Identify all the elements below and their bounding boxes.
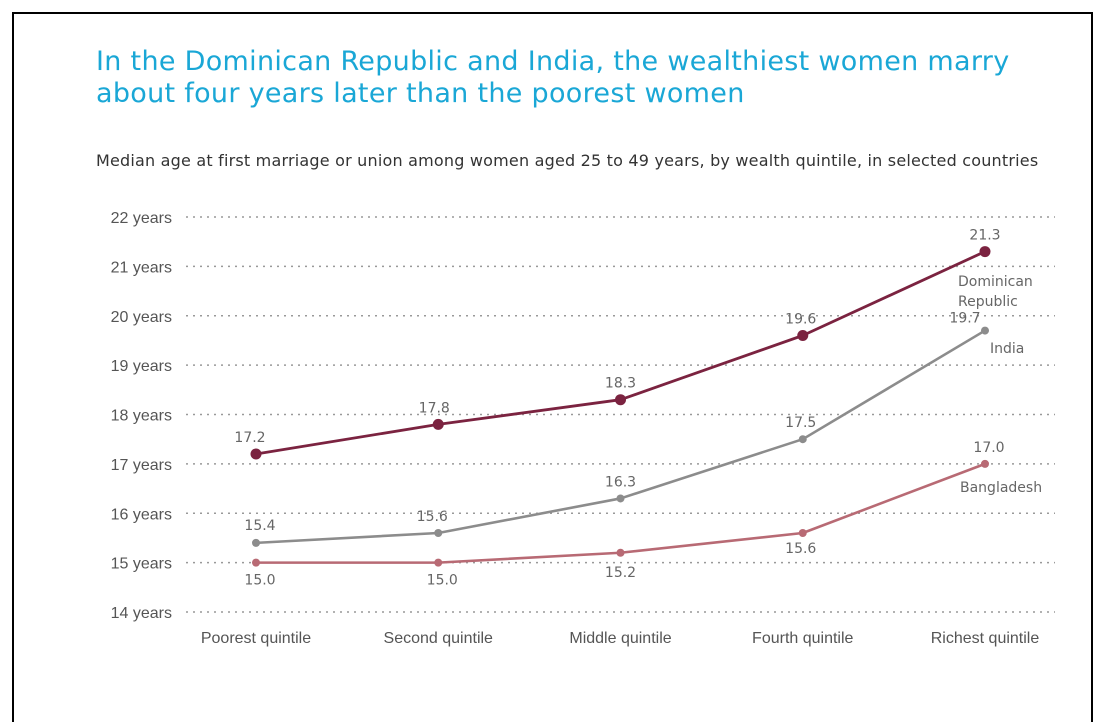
gridlines [186, 216, 1055, 613]
series-label: Dominican [958, 274, 1033, 290]
data-point [250, 448, 262, 460]
series-line [255, 250, 986, 456]
series-label: Republic [958, 294, 1018, 310]
series-label: India [990, 341, 1024, 357]
y-tick-label: 22 years [111, 210, 172, 227]
data-point [981, 459, 989, 468]
data-label: 17.2 [234, 430, 265, 446]
data-point [432, 418, 444, 430]
series-layer: 17.2 17.8 18.3 19.6 21.3 Dominican Republic 15.… [234, 228, 1042, 589]
data-label: 21.3 [969, 228, 1000, 244]
data-label: 15.2 [605, 565, 636, 581]
y-tick-label: 14 years [111, 605, 172, 622]
data-point [434, 529, 443, 537]
data-point [615, 394, 626, 406]
data-label: 15.6 [785, 541, 816, 557]
data-point [252, 558, 260, 567]
y-tick-label: 15 years [111, 556, 172, 573]
data-point [981, 326, 989, 335]
y-tick-label: 18 years [111, 408, 172, 425]
data-label: 15.4 [244, 518, 275, 534]
data-label: 15.6 [417, 509, 448, 525]
data-point [616, 548, 625, 557]
chart-frame [12, 12, 1093, 722]
data-label: 18.3 [605, 376, 636, 392]
y-tick-label: 19 years [111, 358, 172, 375]
y-tick-label: 16 years [111, 506, 172, 523]
data-point [434, 558, 443, 567]
chart-subtitle: Median age at first marriage or union am… [96, 151, 1039, 170]
y-tick-label: 21 years [111, 259, 172, 276]
data-point [797, 330, 809, 341]
data-label: 17.8 [419, 400, 450, 416]
y-tick-label: 17 years [111, 457, 172, 474]
x-tick-label: Middle quintile [569, 630, 671, 647]
data-label: 19.7 [949, 311, 980, 327]
chart-title: In the Dominican Republic and India, the… [96, 46, 1010, 109]
data-label: 17.5 [785, 415, 816, 431]
data-label: 17.0 [973, 440, 1004, 456]
y-tick-label: 20 years [111, 309, 172, 326]
x-axis-ticks: Poorest quintile Second quintile Middle qu… [201, 630, 1040, 647]
series-label: Bangladesh [960, 480, 1042, 496]
x-tick-label: Poorest quintile [201, 630, 311, 647]
data-label: 16.3 [605, 474, 636, 490]
x-tick-label: Richest quintile [931, 630, 1040, 647]
data-point [616, 494, 625, 503]
data-point [798, 435, 807, 444]
data-point [798, 529, 807, 537]
data-point [979, 246, 991, 258]
y-axis-ticks: 14 years 15 years 16 years 17 years 18 years… [111, 210, 172, 622]
data-label: 19.6 [785, 312, 816, 328]
x-tick-label: Fourth quintile [752, 630, 853, 647]
data-point [252, 538, 260, 547]
data-label: 15.0 [244, 573, 275, 589]
x-tick-label: Second quintile [384, 630, 494, 647]
data-label: 15.0 [427, 573, 458, 589]
